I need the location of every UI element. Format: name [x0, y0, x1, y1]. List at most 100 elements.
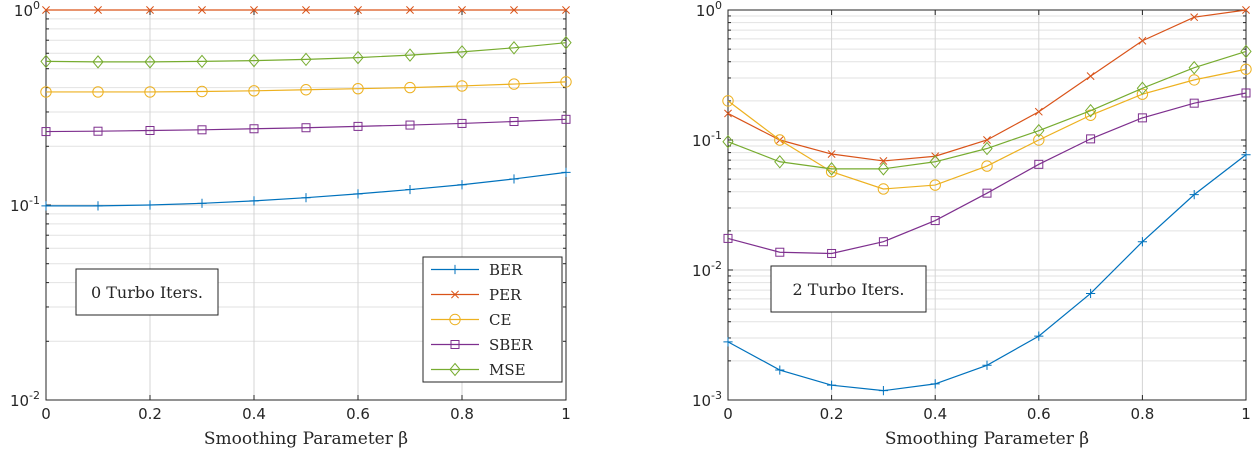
- data-point-per: [406, 6, 414, 14]
- data-point-ber: [930, 379, 940, 389]
- data-point-per: [1190, 13, 1199, 22]
- data-point-mse: [1033, 123, 1045, 138]
- data-point-per: [510, 6, 518, 14]
- y-tick-label: 10-2: [692, 259, 722, 280]
- data-point-sber: [405, 120, 415, 130]
- data-point-mse: [40, 54, 52, 69]
- data-point-per: [94, 6, 102, 14]
- series-line-sber: [45, 118, 567, 133]
- series-line-sber: [727, 92, 1247, 255]
- data-point-ce: [300, 84, 312, 96]
- data-point-sber: [41, 127, 51, 137]
- data-point-sber: [878, 237, 888, 247]
- data-point-per: [302, 6, 310, 14]
- data-point-per: [1034, 107, 1043, 116]
- legend-label-mse: MSE: [489, 361, 526, 379]
- series-sber: [41, 114, 571, 137]
- x-tick-label: 0.4: [242, 405, 266, 423]
- data-point-ce: [1033, 134, 1045, 146]
- data-point-per: [1242, 6, 1250, 14]
- data-point-ber: [249, 196, 259, 206]
- data-point-ber: [457, 180, 467, 190]
- data-point-mse: [1188, 60, 1200, 75]
- data-point-sber: [509, 117, 519, 127]
- data-point-ce: [352, 82, 364, 95]
- data-point-sber: [930, 216, 940, 226]
- data-point-ce: [248, 85, 260, 97]
- data-point-sber: [93, 126, 103, 136]
- data-point-ce: [144, 86, 156, 98]
- data-point-ber: [878, 386, 888, 396]
- annotation-text: 0 Turbo Iters.: [91, 283, 203, 302]
- legend-marker-sber: [450, 340, 460, 349]
- legend: BER PER CE SBER MSE: [422, 256, 563, 383]
- data-point-sber: [1137, 113, 1147, 123]
- data-point-ce: [774, 134, 786, 146]
- y-tick-label: 100: [696, 0, 722, 20]
- annotation-text: 2 Turbo Iters.: [792, 280, 904, 299]
- data-point-mse: [877, 162, 890, 176]
- x-tick-label: 0.2: [138, 405, 162, 423]
- data-point-per: [146, 6, 154, 14]
- chart-panel-0-turbo-iters: 0 0.2 0.4 0.6 0.8 1 10-2 10-1 100 Smoothing Param…: [10, 0, 572, 449]
- data-point-ber: [1189, 190, 1199, 200]
- series-ber: [41, 167, 571, 211]
- data-point-sber: [353, 121, 363, 131]
- annotation-box: [770, 265, 927, 313]
- data-point-ber: [827, 380, 837, 390]
- data-point-sber: [249, 124, 259, 134]
- data-point-per: [562, 6, 570, 14]
- data-point-sber: [1189, 98, 1199, 108]
- data-point-ber: [509, 174, 519, 184]
- data-point-mse: [722, 134, 734, 149]
- data-point-ce: [40, 86, 52, 98]
- data-point-sber: [982, 188, 992, 198]
- x-axis-label: Smoothing Parameter β: [204, 429, 408, 449]
- data-point-mse: [300, 52, 312, 67]
- data-point-mse: [144, 55, 156, 69]
- data-point-per: [354, 6, 362, 14]
- data-point-ce: [560, 76, 572, 88]
- data-point-ce: [1188, 74, 1200, 86]
- data-point-mse: [825, 162, 838, 176]
- series-line-mse: [727, 50, 1247, 170]
- annotation-box: [75, 268, 219, 316]
- data-point-ber: [197, 198, 207, 208]
- x-tick-label: 0.2: [820, 405, 844, 423]
- data-point-ber: [1086, 288, 1096, 299]
- data-point-ber: [301, 193, 311, 203]
- data-point-ber: [41, 201, 51, 211]
- data-point-ce: [196, 85, 208, 98]
- series-mse: [40, 35, 572, 69]
- data-point-ce: [508, 78, 520, 90]
- x-tick-label: 0.4: [923, 405, 947, 423]
- data-point-ber: [353, 189, 363, 199]
- data-point-ber: [1034, 331, 1044, 341]
- data-point-per: [879, 156, 888, 165]
- data-point-mse: [248, 53, 260, 68]
- x-tick-label: 1: [1241, 405, 1251, 423]
- data-point-sber: [457, 118, 467, 128]
- x-tick-label: 0.8: [450, 405, 474, 423]
- legend-marker-mse: [449, 362, 461, 377]
- data-point-sber: [145, 126, 155, 136]
- legend-marker-per: [451, 290, 459, 299]
- series-ber: [723, 150, 1251, 396]
- data-point-ce: [929, 179, 941, 191]
- data-point-mse: [981, 141, 993, 156]
- data-point-per: [250, 6, 258, 14]
- data-point-per: [458, 6, 466, 14]
- data-point-mse: [929, 154, 941, 169]
- data-point-per: [983, 136, 991, 144]
- y-tick-label: 10-1: [10, 194, 40, 215]
- data-point-ber: [93, 201, 103, 211]
- data-point-ber: [723, 337, 733, 347]
- data-point-ber: [982, 360, 992, 370]
- x-tick-label: 0: [41, 405, 51, 423]
- legend-marker-ce: [449, 313, 461, 326]
- data-point-mse: [456, 45, 468, 59]
- data-point-mse: [404, 48, 416, 62]
- data-point-sber: [827, 248, 837, 258]
- data-point-ce: [981, 160, 993, 172]
